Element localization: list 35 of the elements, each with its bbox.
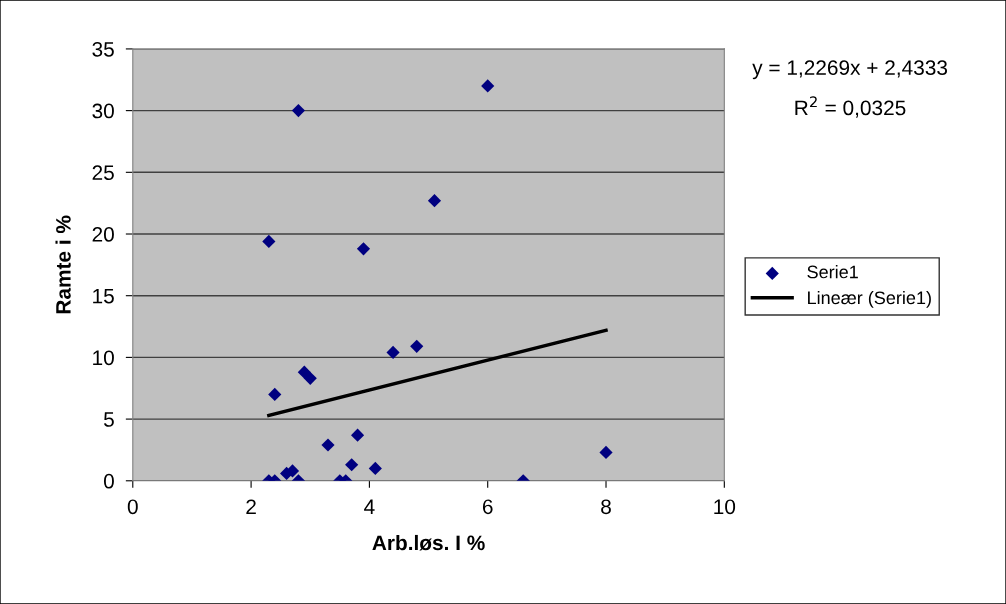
x-axis-title: Arb.løs. I %: [372, 534, 485, 551]
x-tick-label: 10: [714, 499, 736, 515]
point: [350, 428, 365, 442]
point: [303, 371, 317, 385]
y-tick-label: 20: [92, 227, 114, 242]
point: [262, 234, 276, 248]
point: [268, 387, 282, 401]
point: [291, 104, 306, 118]
y-axis-title: Ramte i %: [55, 215, 71, 314]
point: [410, 339, 424, 353]
point: [321, 438, 335, 452]
point: [345, 458, 359, 472]
point: [386, 345, 400, 360]
text: R$^{2}$ = 0,0325: [795, 96, 906, 118]
point: [297, 365, 311, 379]
y-tick-label: 35: [92, 41, 114, 57]
point: [481, 79, 495, 93]
point: [368, 461, 382, 476]
legend-label: Serie1: [807, 265, 858, 279]
point: [427, 194, 442, 208]
text: y = 1,2269x + 2,4333: [752, 60, 948, 80]
x-tick-label: 6: [482, 499, 493, 515]
point: [356, 242, 371, 256]
x-tick-label: 8: [601, 499, 611, 515]
y-tick-label: 10: [93, 350, 114, 366]
y-tick-label: 25: [92, 165, 114, 181]
y-tick-label: 0: [103, 473, 114, 489]
y-tick-label: 5: [103, 412, 114, 427]
y-tick-label: 15: [93, 288, 114, 304]
x-tick-label: 2: [246, 499, 256, 514]
point: [599, 445, 613, 459]
x-tick-label: 0: [127, 499, 138, 515]
y-tick-label: 30: [92, 103, 114, 119]
x-tick-label: 4: [364, 499, 375, 514]
legend-label: Lineær (Serie1): [808, 290, 931, 308]
